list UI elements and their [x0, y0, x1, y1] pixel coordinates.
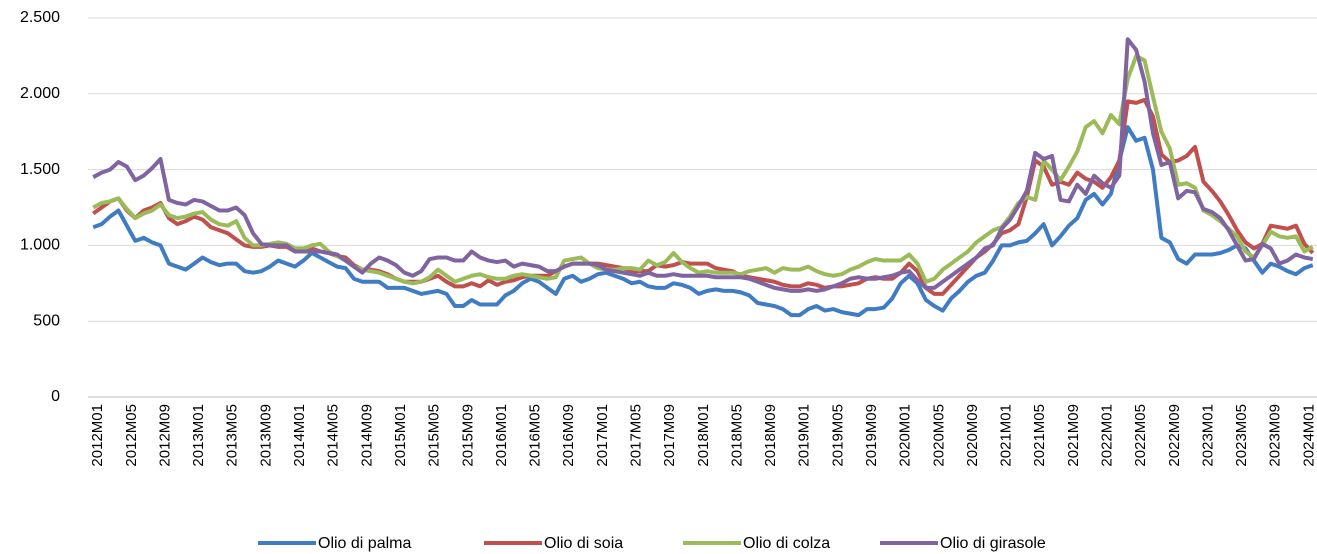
x-tick-label: 2019M01	[796, 404, 813, 467]
x-tick-label: 2018M01	[695, 404, 712, 467]
legend-label: Olio di soia	[544, 535, 623, 552]
series-line	[92, 125, 1314, 318]
x-tick-label: 2016M01	[493, 404, 510, 467]
x-tick-label: 2019M05	[829, 404, 846, 467]
x-tick-label: 2015M09	[459, 404, 476, 467]
y-tick-label: 1.000	[20, 237, 60, 254]
series-line	[92, 53, 1314, 286]
x-tick-label: 2022M09	[1166, 404, 1183, 467]
x-tick-label: 2013M09	[257, 404, 274, 467]
x-tick-label: 2022M05	[1132, 404, 1149, 467]
x-tick-label: 2024M01	[1300, 404, 1317, 467]
x-tick-label: 2022M01	[1098, 404, 1115, 467]
x-tick-label: 2023M05	[1233, 404, 1250, 467]
series-line	[92, 37, 1314, 293]
x-tick-label: 2018M09	[762, 404, 779, 467]
x-tick-label: 2015M01	[392, 404, 409, 467]
x-tick-label: 2017M05	[627, 404, 644, 467]
x-tick-label: 2016M09	[560, 404, 577, 467]
x-tick-label: 2021M01	[998, 404, 1015, 467]
x-tick-label: 2014M09	[358, 404, 375, 467]
y-tick-label: 1.500	[20, 161, 60, 178]
y-tick-label: 2.000	[20, 85, 60, 102]
x-tick-label: 2012M09	[156, 404, 173, 467]
x-tick-label: 2023M09	[1267, 404, 1284, 467]
y-tick-label: 2.500	[20, 9, 60, 26]
x-tick-label: 2020M01	[897, 404, 914, 467]
x-tick-label: 2013M05	[224, 404, 241, 467]
x-tick-label: 2018M05	[728, 404, 745, 467]
x-tick-label: 2013M01	[190, 404, 207, 467]
legend-label: Olio di colza	[743, 535, 830, 552]
x-tick-label: 2020M09	[964, 404, 981, 467]
x-tick-label: 2012M01	[89, 404, 106, 467]
x-tick-label: 2020M05	[930, 404, 947, 467]
x-tick-label: 2021M09	[1065, 404, 1082, 467]
x-tick-label: 2023M01	[1199, 404, 1216, 467]
legend-label: Olio di girasole	[940, 535, 1046, 552]
x-tick-label: 2014M01	[291, 404, 308, 467]
y-tick-label: 500	[33, 312, 60, 329]
y-tick-label: 0	[51, 388, 60, 405]
x-tick-label: 2014M05	[325, 404, 342, 467]
legend-label: Olio di palma	[318, 535, 411, 552]
x-tick-label: 2016M05	[527, 404, 544, 467]
x-tick-label: 2015M05	[426, 404, 443, 467]
x-tick-label: 2012M05	[123, 404, 140, 467]
x-tick-label: 2017M01	[594, 404, 611, 467]
x-tick-label: 2017M09	[661, 404, 678, 467]
x-tick-label: 2021M05	[1031, 404, 1048, 467]
x-tick-label: 2019M09	[863, 404, 880, 467]
